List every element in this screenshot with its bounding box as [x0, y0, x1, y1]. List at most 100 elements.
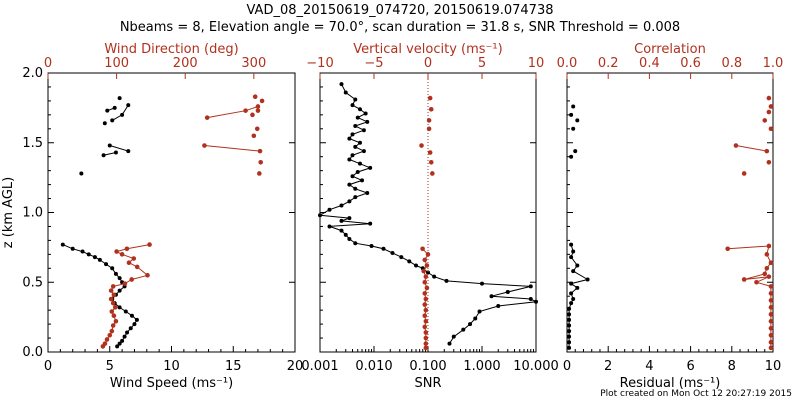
series-line [109, 145, 129, 152]
x-top-tick-label: 0.6 [680, 56, 701, 71]
data-point [390, 250, 395, 255]
data-point [420, 246, 425, 252]
panel-middle: 0.001 0.010 0.100 1.000 10.000 −10 −5 0 5 10 SNR Ve… [301, 42, 558, 391]
data-point [489, 294, 494, 299]
x-bottom-tick-label: 10.000 [513, 359, 559, 374]
data-point [117, 341, 122, 346]
x-top-axis-label: Wind Direction (deg) [104, 42, 238, 57]
data-point [361, 149, 366, 154]
data-point [357, 140, 362, 145]
data-point [725, 246, 730, 252]
data-point [350, 132, 355, 137]
data-point [430, 171, 435, 176]
data-point [357, 107, 362, 112]
data-point [368, 221, 373, 226]
data-point [254, 126, 260, 132]
data-point [101, 153, 106, 158]
data-point [414, 263, 419, 268]
x-bottom-tick-label: 15 [225, 359, 242, 374]
data-point [350, 103, 355, 108]
data-point [134, 317, 139, 322]
x-bottom-tick-label: 2 [604, 359, 612, 374]
data-point [259, 98, 265, 104]
x-bottom-tick-label: 8 [728, 359, 736, 374]
data-point [365, 119, 370, 124]
data-point [461, 327, 466, 332]
x-bottom-tick-label: 4 [645, 359, 653, 374]
x-bottom-tick-label: 10 [163, 359, 180, 374]
data-point [741, 277, 747, 282]
data-point [427, 150, 433, 155]
x-bottom-tick-label: 1.000 [463, 359, 500, 374]
x-top-tick-label: 0 [44, 56, 52, 71]
data-point [92, 255, 97, 260]
y-tick-label: 0.0 [22, 345, 43, 360]
x-bottom-tick-label: 0 [563, 359, 571, 374]
x-top-tick-label: 0.0 [557, 56, 578, 71]
series-line [207, 105, 259, 119]
data-point [107, 143, 112, 148]
data-point [128, 326, 133, 331]
figure-title-line1: VAD_08_20150619_074720, 20150619.074738 [247, 3, 554, 18]
data-point [571, 269, 576, 274]
data-point [422, 302, 428, 307]
data-point [768, 319, 774, 324]
data-point [764, 148, 770, 154]
data-point [97, 257, 102, 262]
data-point [766, 274, 772, 279]
data-point [567, 334, 572, 339]
x-top-tick-label: 5 [478, 56, 486, 71]
data-point [327, 224, 332, 229]
data-point [766, 243, 772, 249]
data-point [252, 94, 258, 100]
data-point [102, 121, 107, 126]
data-point [126, 260, 132, 266]
data-point [86, 252, 91, 257]
data-point [112, 305, 118, 310]
x-bottom-axis-label: SNR [414, 376, 441, 391]
data-point [477, 309, 482, 314]
data-point [569, 154, 574, 159]
data-point [766, 159, 772, 165]
data-point [114, 249, 119, 254]
x-top-tick-label: −5 [364, 56, 383, 71]
data-point [567, 345, 572, 350]
data-point [339, 82, 344, 87]
data-point [363, 111, 368, 116]
data-point [357, 161, 362, 166]
data-point [571, 104, 576, 109]
data-point [204, 115, 210, 120]
data-point [399, 255, 404, 260]
series-line [735, 145, 767, 152]
series-line [568, 244, 589, 348]
data-point [422, 324, 428, 330]
data-point [423, 341, 429, 346]
data-point [70, 246, 75, 251]
data-point [569, 112, 574, 117]
data-point [353, 195, 358, 200]
data-point [126, 103, 131, 108]
data-point [134, 264, 140, 270]
data-point [108, 296, 114, 302]
data-point [567, 306, 572, 311]
data-point [343, 232, 348, 237]
data-point [768, 312, 774, 317]
data-point [762, 271, 768, 277]
y-tick-label: 0.5 [22, 275, 43, 290]
data-point [569, 291, 574, 296]
x-top-tick-label: 200 [173, 56, 198, 71]
data-point [108, 288, 114, 293]
data-point [131, 256, 137, 261]
data-point [426, 126, 432, 132]
data-point [768, 298, 774, 303]
data-point [355, 170, 360, 175]
data-point [528, 284, 533, 289]
panel-right: 0 2 4 6 8 10 0.0 0.2 0.4 0.6 0.8 1.0 Residual (ms⁻¹)… [557, 42, 784, 391]
data-point [107, 332, 113, 338]
data-point [361, 128, 366, 133]
data-point [255, 104, 261, 109]
data-point [468, 322, 473, 327]
data-point [350, 153, 355, 158]
data-point [110, 266, 115, 271]
